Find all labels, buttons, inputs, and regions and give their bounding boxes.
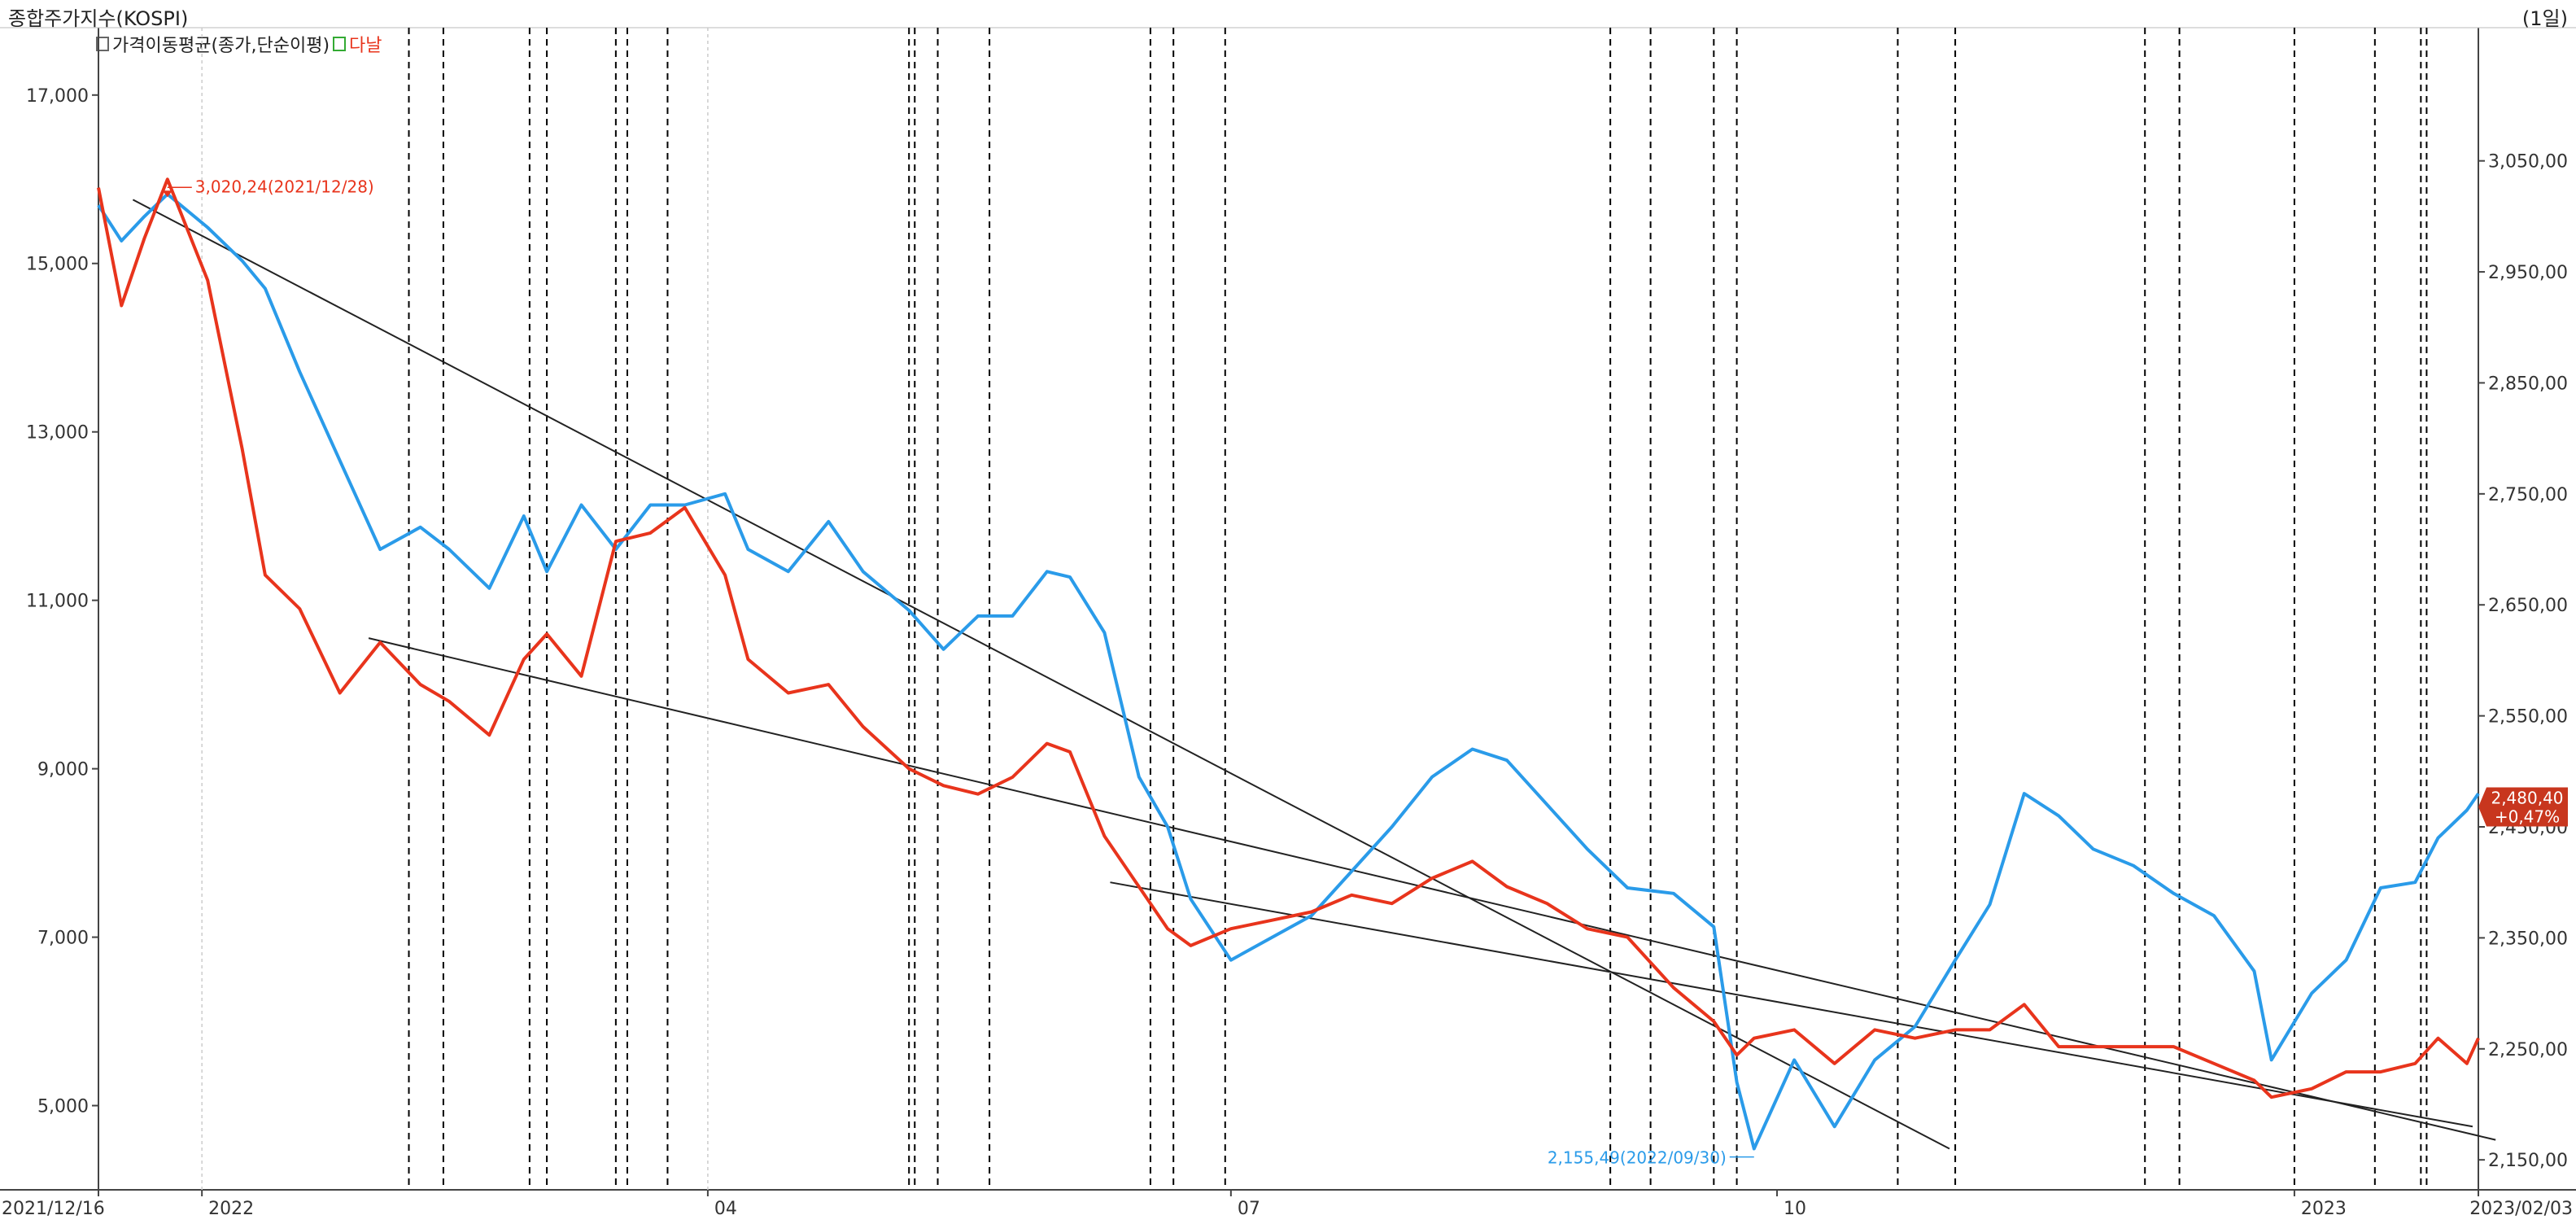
axes <box>0 27 2576 1196</box>
x-tick-label: 10 <box>1784 1199 1806 1219</box>
annotation-low: 2,155,49(2022/09/30) <box>1548 1148 1727 1168</box>
x-tick-label: 2022 <box>208 1199 254 1219</box>
series-line-danal <box>97 177 2480 1099</box>
x-tick-label: 2023 <box>2301 1199 2347 1219</box>
left-tick-label: 7,000 <box>37 929 89 949</box>
right-tick-label: 2,950,00 <box>2488 263 2568 283</box>
left-tick-label: 17,000 <box>26 86 89 107</box>
left-tick-label: 15,000 <box>26 255 89 275</box>
legend-item-danal[interactable]: 다날 <box>333 31 382 57</box>
right-tick-label: 2,650,00 <box>2488 596 2568 616</box>
right-tick-label: 2,550,00 <box>2488 707 2568 728</box>
last-value-badge <box>2478 787 2568 827</box>
right-tick-label: 2,250,00 <box>2488 1040 2568 1060</box>
legend-label-danal: 다날 <box>349 36 382 56</box>
last-value-text: 2,480,40 <box>2491 788 2563 807</box>
legend-item-moving-average[interactable]: 가격이동평균(종가,단순이평) <box>96 31 330 57</box>
legend-label-moving-average: 가격이동평균(종가,단순이평) <box>112 36 330 56</box>
right-tick-label: 2,450,00 <box>2488 818 2568 838</box>
annotations: 3,020,24(2021/12/28) 2,155,49(2022/09/30)… <box>162 177 2568 1168</box>
series-line-kospi <box>97 192 2480 1151</box>
x-tick-label: 07 <box>1238 1199 1260 1219</box>
chart-title: 종합주가지수(KOSPI) <box>8 7 189 30</box>
right-tick-label: 3,050,00 <box>2488 152 2568 173</box>
trendline <box>368 637 2496 1141</box>
trendline <box>1110 881 2473 1128</box>
right-tick-label: 2,750,00 <box>2488 485 2568 505</box>
annotation-marker <box>162 190 172 198</box>
checkbox-icon[interactable] <box>96 37 109 51</box>
title-bar: 종합주가지수(KOSPI) (1일) <box>0 0 2576 30</box>
right-tick-label: 2,350,00 <box>2488 929 2568 949</box>
series-lines <box>97 177 2480 1151</box>
checkbox-icon[interactable] <box>333 37 347 51</box>
trendlines <box>132 199 2496 1150</box>
trendline <box>132 199 1950 1150</box>
x-tick-label: 04 <box>714 1199 737 1219</box>
left-tick-label: 9,000 <box>37 760 89 780</box>
x-tick-label: 2023/02/03 <box>2469 1199 2573 1219</box>
left-tick-label: 5,000 <box>37 1097 89 1117</box>
event-lines <box>201 28 2428 1190</box>
axis-labels: 5,000 7,000 9,000 11,000 13,000 15,000 17,000 2… <box>2 86 2573 1219</box>
annotation-high: 3,020,24(2021/12/28) <box>195 177 374 196</box>
x-tick-label: 2021/12/16 <box>2 1199 105 1219</box>
right-tick-label: 2,850,00 <box>2488 374 2568 394</box>
period-label[interactable]: (1일) <box>2521 7 2568 30</box>
left-tick-label: 13,000 <box>26 423 89 444</box>
right-tick-label: 2,150,00 <box>2488 1151 2568 1171</box>
legend: 가격이동평균(종가,단순이평) 다날 <box>96 31 382 57</box>
left-tick-label: 11,000 <box>26 592 89 612</box>
last-change-text: +0,47% <box>2495 807 2560 826</box>
